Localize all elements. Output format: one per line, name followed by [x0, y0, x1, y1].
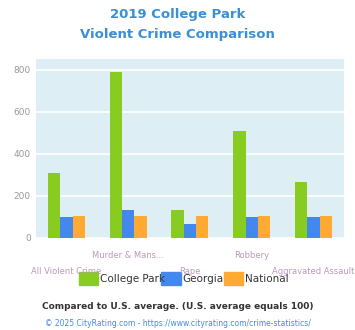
Bar	[184, 224, 196, 238]
Text: National: National	[245, 274, 289, 284]
Bar	[196, 215, 208, 238]
Text: Rape: Rape	[179, 267, 201, 276]
Text: 2019 College Park: 2019 College Park	[110, 8, 245, 21]
Text: Robbery: Robbery	[234, 251, 269, 260]
Bar	[134, 215, 147, 238]
Bar	[171, 210, 184, 238]
Text: College Park: College Park	[100, 274, 165, 284]
Bar	[122, 210, 134, 238]
Text: © 2025 CityRating.com - https://www.cityrating.com/crime-statistics/: © 2025 CityRating.com - https://www.city…	[45, 319, 310, 328]
Bar	[307, 216, 320, 238]
Bar	[258, 215, 270, 238]
Text: Murder & Mans...: Murder & Mans...	[92, 251, 164, 260]
Text: Georgia: Georgia	[182, 274, 223, 284]
Bar	[320, 215, 332, 238]
Bar	[48, 173, 60, 238]
Text: Aggravated Assault: Aggravated Assault	[272, 267, 355, 276]
Bar	[60, 216, 72, 238]
Bar	[110, 72, 122, 238]
Text: All Violent Crime: All Violent Crime	[31, 267, 102, 276]
Text: Violent Crime Comparison: Violent Crime Comparison	[80, 28, 275, 41]
Bar	[295, 182, 307, 238]
Bar	[233, 131, 246, 238]
Bar	[246, 216, 258, 238]
Text: Compared to U.S. average. (U.S. average equals 100): Compared to U.S. average. (U.S. average …	[42, 302, 313, 311]
Bar	[72, 215, 85, 238]
